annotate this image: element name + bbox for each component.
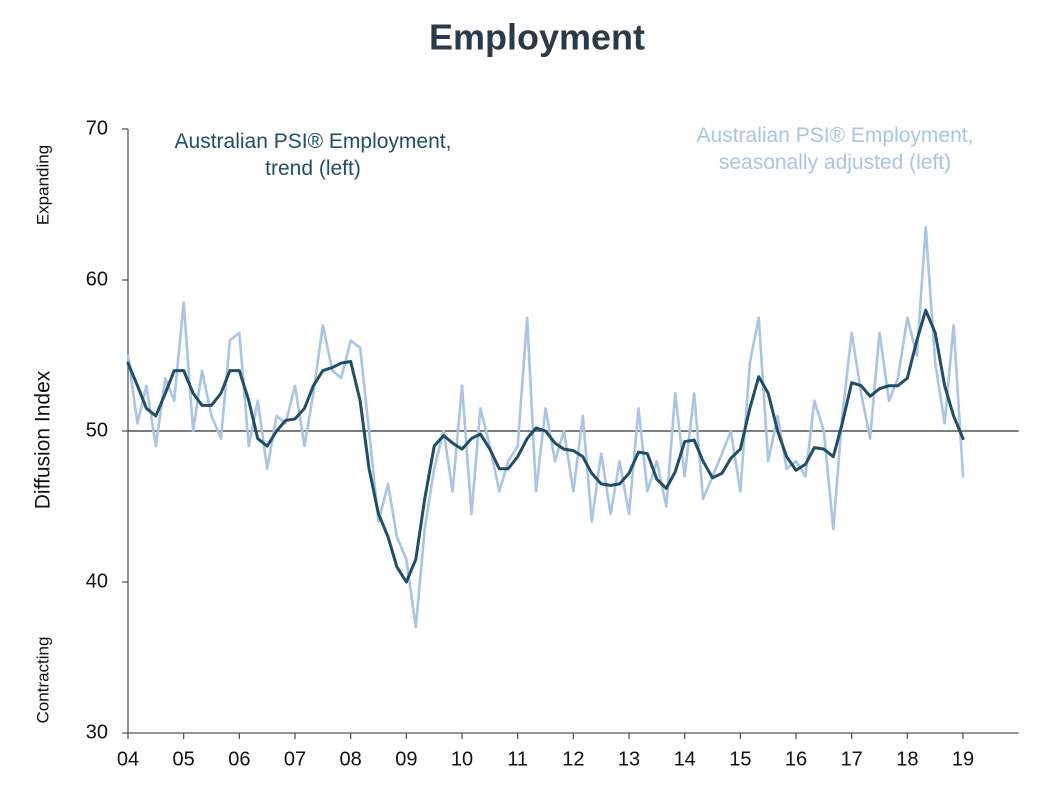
x-tick-label: 11	[507, 748, 528, 770]
x-tick-label: 12	[562, 748, 584, 770]
x-tick-label: 19	[952, 748, 974, 770]
y-tick-label: 40	[86, 570, 108, 592]
x-tick-label: 06	[228, 748, 250, 770]
y-tick-label: 30	[86, 721, 108, 743]
x-tick-label: 08	[340, 748, 362, 770]
x-tick-label: 17	[841, 748, 863, 770]
x-tick-label: 05	[173, 748, 195, 770]
legend-entry: Australian PSI® Employment, seasonally a…	[696, 124, 974, 174]
x-tick-label: 13	[618, 748, 640, 770]
x-tick-label: 14	[674, 748, 696, 770]
x-tick-label: 10	[451, 748, 473, 770]
legend-entry: Australian PSI® Employment, trend (left)	[174, 130, 452, 180]
line-series	[126, 225, 965, 629]
x-tick-label: 18	[896, 748, 918, 770]
x-tick-label: 15	[729, 748, 751, 770]
x-tick-label: 09	[395, 748, 417, 770]
y-axis-label: Diffusion Index	[32, 370, 55, 509]
x-tick-label: 07	[284, 748, 306, 770]
annotation: Contracting	[33, 637, 52, 724]
y-tick-label: 60	[86, 268, 108, 290]
chart-title: Employment	[429, 17, 645, 58]
x-tick-label: 04	[117, 748, 139, 770]
annotation: Expanding	[33, 145, 52, 225]
y-tick-label: 50	[86, 419, 108, 441]
x-tick-label: 16	[785, 748, 807, 770]
y-tick-label: 70	[86, 117, 108, 139]
line-series	[126, 308, 965, 584]
